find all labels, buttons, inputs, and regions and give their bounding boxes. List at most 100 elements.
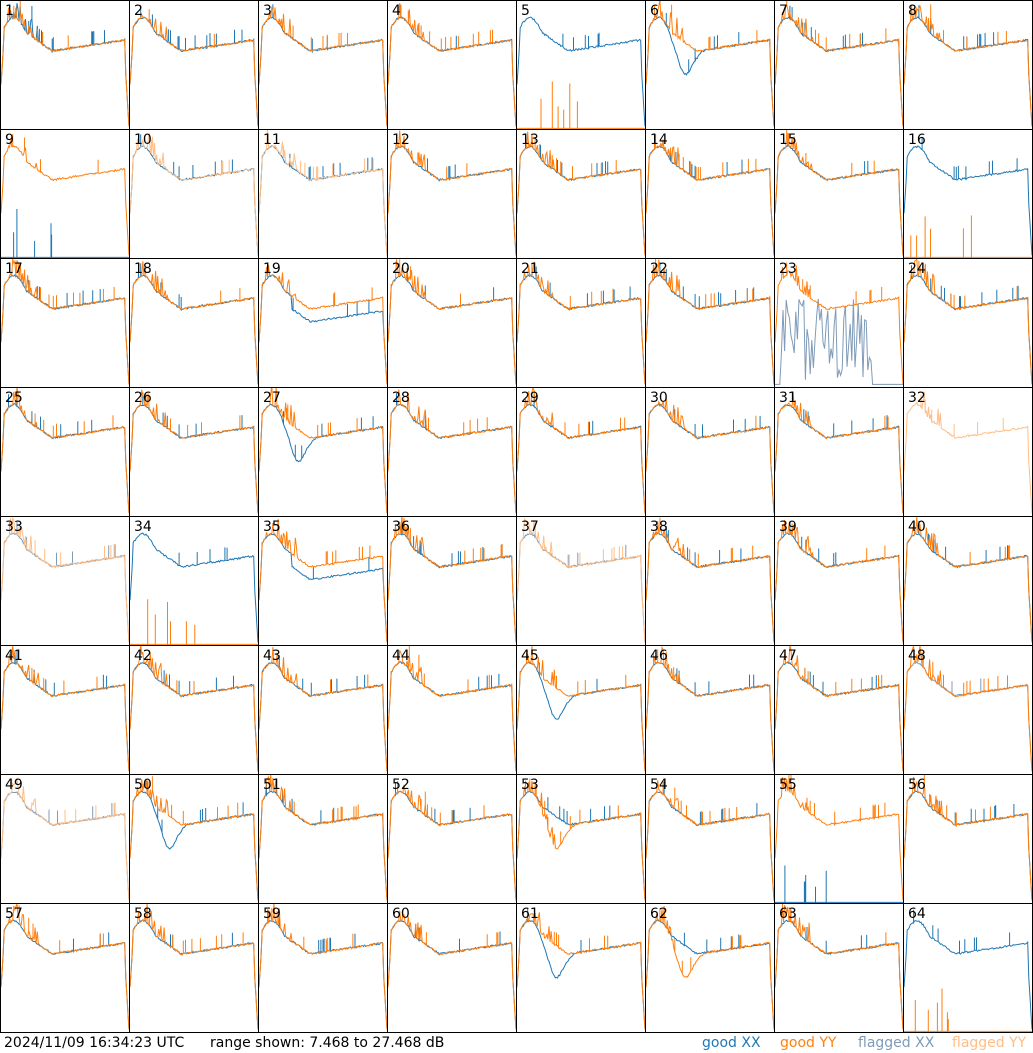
panel-label: 29 [521,390,539,406]
yy-series-line [388,781,516,901]
panel-spectrum [904,259,1032,385]
xx-series-line [904,790,1032,901]
yy-series-line [259,775,387,901]
panel-51: 51 [259,775,387,903]
panel-spectrum [517,131,645,256]
xx-series-line [646,781,774,901]
panel-label: 46 [650,648,668,664]
yy-series-line [775,1,903,127]
panel-19: 19 [259,259,387,387]
panel-14: 14 [646,130,774,258]
panel-35: 35 [259,517,387,645]
panel-24: 24 [904,259,1032,387]
panel-17: 17 [1,259,129,387]
panel-6: 6 [646,1,774,129]
yy-series-line [517,517,645,643]
panel-spectrum [1,1,129,127]
panel-spectrum [646,1,774,127]
panel-label: 22 [650,261,668,277]
panel-spectrum [775,646,903,772]
yy-series-line [517,81,645,129]
xx-series-line [517,266,645,385]
xx-series-line [904,909,1032,1030]
panel-spectrum [904,646,1032,772]
panel-46: 46 [646,646,774,774]
panel-label: 58 [134,906,152,922]
xx-series-line [646,145,774,256]
panel-2: 2 [130,1,258,129]
panel-43: 43 [259,646,387,774]
yy-series-line [646,134,774,256]
panel-spectrum [904,909,1032,1032]
yy-series-line [517,646,645,772]
panel-20: 20 [388,259,516,387]
panel-spectrum [517,388,645,514]
panel-spectrum [130,389,258,514]
xx-series-line [259,274,387,385]
yy-series-line [517,131,645,256]
panel-spectrum [130,5,258,127]
yy-series-line [904,215,1032,258]
panel-47: 47 [775,646,903,774]
panel-44: 44 [388,646,516,774]
panel-1: 1 [1,1,129,129]
yy-series-line [646,1,774,127]
panel-spectrum [904,136,1032,258]
panel-label: 37 [521,519,539,535]
panel-spectrum [259,130,387,256]
yy-series-line [646,259,774,385]
yy-series-line [904,988,1032,1032]
yy-series-line [130,9,258,127]
panel-spectrum [904,517,1032,643]
panel-label: 51 [263,777,281,793]
xx-series-line [130,134,258,256]
panel-52: 52 [388,775,516,903]
panel-label: 16 [908,132,926,148]
panel-label: 35 [263,519,281,535]
panel-spectrum [259,904,387,1030]
panel-spectrum [130,776,258,901]
xx-series-line [775,404,903,514]
panel-label: 5 [521,3,530,19]
xx-series-line [388,145,516,256]
panel-label: 23 [779,261,797,277]
panel-4: 4 [388,1,516,129]
panel-56: 56 [904,775,1032,903]
panel-label: 55 [779,777,797,793]
xx-series-line [904,136,1032,256]
panel-label: 52 [392,777,410,793]
panel-29: 29 [517,388,645,516]
panel-spectrum [388,646,516,772]
panel-spectrum [775,519,903,643]
xx-series-line [130,263,258,385]
panel-spectrum [775,391,903,514]
panel-spectrum [517,16,645,129]
panel-53: 53 [517,775,645,903]
yy-series-line [1,388,129,514]
xx-series-line [130,919,258,1030]
yy-series-line [259,264,387,385]
xx-series-line [1,919,129,1030]
yy-series-line [904,517,1032,643]
yy-series-line [388,646,516,772]
panel-label: 20 [392,261,410,277]
panel-7: 7 [775,1,903,129]
panel-42: 42 [130,646,258,774]
footer: 2024/11/09 16:34:23 UTC range shown: 7.4… [0,1033,1033,1053]
yy-series-line [1,133,129,256]
xx-series-line [904,5,1032,127]
panel-62: 62 [646,904,774,1032]
panel-spectrum [388,910,516,1030]
panel-label: 6 [650,3,659,19]
panel-28: 28 [388,388,516,516]
yy-series-line [646,905,774,1030]
panel-label: 14 [650,132,668,148]
legend-flagged-yy: flagged YY [952,1035,1027,1051]
yy-series-line [517,912,645,1030]
yy-series-line [130,904,258,1030]
panel-23: 23 [775,259,903,387]
xx-series-line [1,522,129,643]
panel-spectrum [517,778,645,901]
panel-5: 5 [517,1,645,129]
yy-series-line [130,389,258,514]
